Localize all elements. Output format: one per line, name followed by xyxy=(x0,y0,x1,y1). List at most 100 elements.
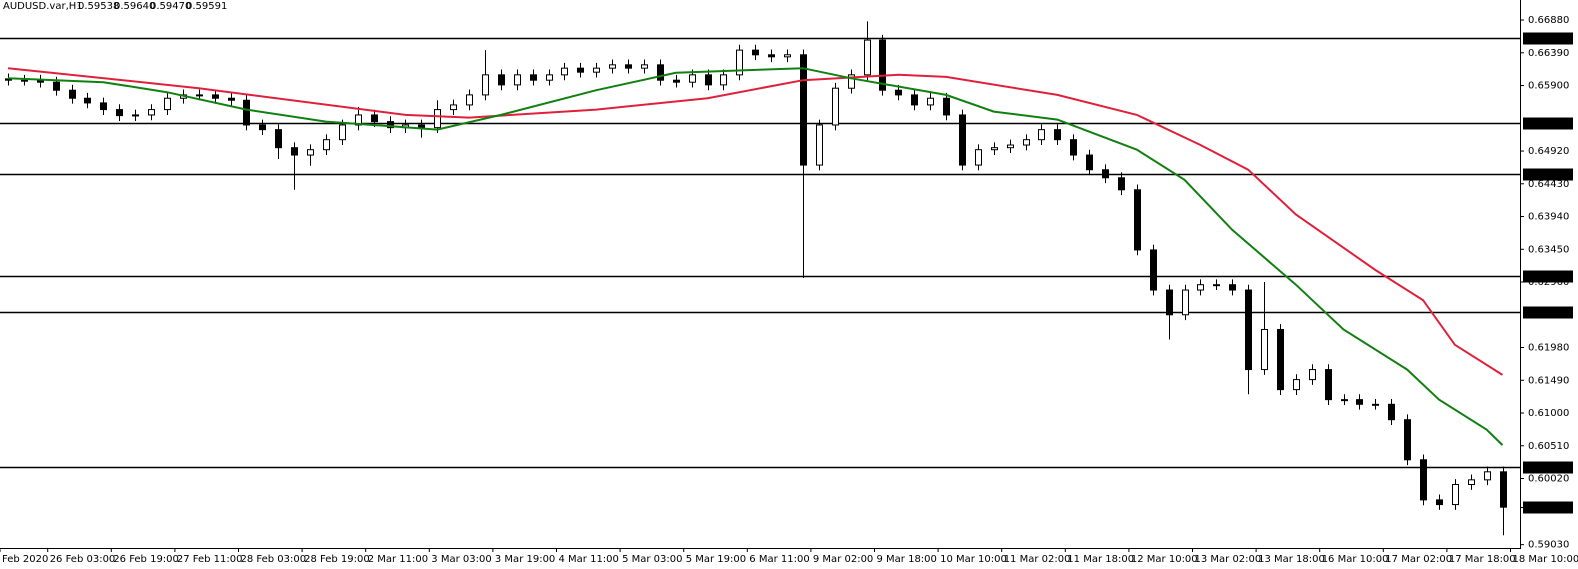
candle-body xyxy=(1452,484,1459,506)
x-tick-label: 17 Mar 02:00 xyxy=(1385,554,1452,565)
candle-body xyxy=(1229,284,1236,291)
x-tick-label: 18 Mar 10:00 xyxy=(1513,554,1578,565)
x-tick-label: 2 Mar 11:00 xyxy=(368,554,428,565)
candle-body xyxy=(196,94,203,97)
candle-body xyxy=(148,109,155,116)
candle-body xyxy=(1420,459,1427,501)
candle-body xyxy=(1341,399,1348,402)
y-tick-label: 0.59030 xyxy=(1528,540,1569,551)
candle-body xyxy=(275,129,282,149)
candle-body xyxy=(641,64,648,69)
candle-body xyxy=(1293,379,1300,391)
y-tick-label: 0.61490 xyxy=(1528,375,1569,386)
y-tick-label: 0.64430 xyxy=(1528,179,1569,190)
candle-body xyxy=(514,74,521,86)
candle-body xyxy=(1134,189,1141,251)
level-label: 0.63050 xyxy=(1526,272,1572,283)
x-tick-label: Feb 2020 xyxy=(2,554,48,565)
candle-body xyxy=(530,74,537,81)
candle-body xyxy=(307,149,314,156)
candle-body xyxy=(1054,129,1061,141)
candle-body xyxy=(84,97,91,104)
x-tick-label: 11 Mar 02:00 xyxy=(1004,554,1071,565)
candle-body xyxy=(1388,403,1395,421)
candle-body xyxy=(720,74,727,86)
candle-body xyxy=(1500,471,1507,508)
candle-body xyxy=(371,114,378,123)
candle-body xyxy=(291,147,298,156)
x-tick-label: 28 Feb 03:00 xyxy=(241,554,307,565)
candle-body xyxy=(53,81,60,91)
y-tick-label: 0.61000 xyxy=(1528,408,1569,419)
candle-body xyxy=(975,149,982,166)
y-tick-label: 0.66880 xyxy=(1528,15,1569,26)
x-tick-label: 13 Mar 18:00 xyxy=(1258,554,1325,565)
candle-body xyxy=(1356,399,1363,405)
level-label: 0.66614 xyxy=(1526,34,1572,45)
candle-body xyxy=(816,124,823,166)
candle-body xyxy=(593,67,600,73)
candle-body xyxy=(895,89,902,96)
x-tick-label: 16 Mar 10:00 xyxy=(1322,554,1389,565)
level-label-bg xyxy=(1523,32,1573,45)
current-price-label-bg xyxy=(1523,501,1573,514)
candle-body xyxy=(768,54,775,58)
candle-body xyxy=(689,74,696,83)
candle-body xyxy=(1325,369,1332,401)
candle-body xyxy=(1118,177,1125,191)
candle-body xyxy=(1245,289,1252,371)
x-tick-label: 9 Mar 18:00 xyxy=(877,554,937,565)
x-tick-label: 3 Mar 19:00 xyxy=(495,554,555,565)
y-tick-label: 0.63450 xyxy=(1528,244,1569,255)
x-tick-label: 3 Mar 03:00 xyxy=(431,554,491,565)
candle-body xyxy=(943,97,950,116)
x-tick-label: 11 Mar 18:00 xyxy=(1067,554,1134,565)
y-tick-label: 0.60020 xyxy=(1528,473,1569,484)
candle-body xyxy=(1277,328,1284,391)
candle-body xyxy=(784,54,791,58)
candle-body xyxy=(100,102,107,111)
candle-body xyxy=(69,89,76,99)
candle-body xyxy=(1372,403,1379,406)
x-tick-label: 28 Feb 19:00 xyxy=(304,554,370,565)
x-tick-label: 5 Mar 03:00 xyxy=(622,554,682,565)
candle-body xyxy=(1038,129,1045,141)
level-label-bg xyxy=(1523,117,1573,130)
y-tick-label: 0.65900 xyxy=(1528,81,1569,92)
candle-body xyxy=(1166,289,1173,316)
x-tick-label: 6 Mar 11:00 xyxy=(749,554,809,565)
candle-body xyxy=(1484,471,1491,481)
candle-body xyxy=(116,109,123,117)
last-bar-value: 0.59470 xyxy=(150,1,191,12)
candle-body xyxy=(1182,289,1189,316)
candle-body xyxy=(736,49,743,76)
candle-body xyxy=(1436,499,1443,506)
x-tick-label: 9 Mar 02:00 xyxy=(813,554,873,565)
candle-body xyxy=(832,87,839,126)
level-label: 0.60186 xyxy=(1526,463,1572,474)
candle-body xyxy=(355,114,362,126)
x-tick-label: 12 Mar 10:00 xyxy=(1131,554,1198,565)
header: AUDUSD.var,H1 xyxy=(3,1,83,12)
candle-body xyxy=(164,97,171,111)
candle-body xyxy=(1261,328,1268,371)
candle-body xyxy=(323,139,330,151)
y-tick-label: 0.62960 xyxy=(1528,277,1569,288)
y-tick-label: 0.64920 xyxy=(1528,146,1569,157)
candle-body xyxy=(21,79,28,82)
candle-body xyxy=(132,114,139,117)
y-tick-label: 0.61980 xyxy=(1528,343,1569,354)
candle-body xyxy=(657,64,664,81)
candle-body xyxy=(339,124,346,141)
current-price-label: 0.59591 xyxy=(1526,503,1572,514)
candle-body xyxy=(1070,139,1077,156)
candle-body xyxy=(1468,479,1475,486)
x-tick-label: 26 Feb 03:00 xyxy=(50,554,116,565)
y-tick-label: 0.66390 xyxy=(1528,48,1569,59)
candle-body xyxy=(705,74,712,86)
candle-body xyxy=(609,64,616,69)
candle-body xyxy=(991,147,998,151)
moving-average xyxy=(7,67,1504,446)
candle-body xyxy=(1150,249,1157,291)
